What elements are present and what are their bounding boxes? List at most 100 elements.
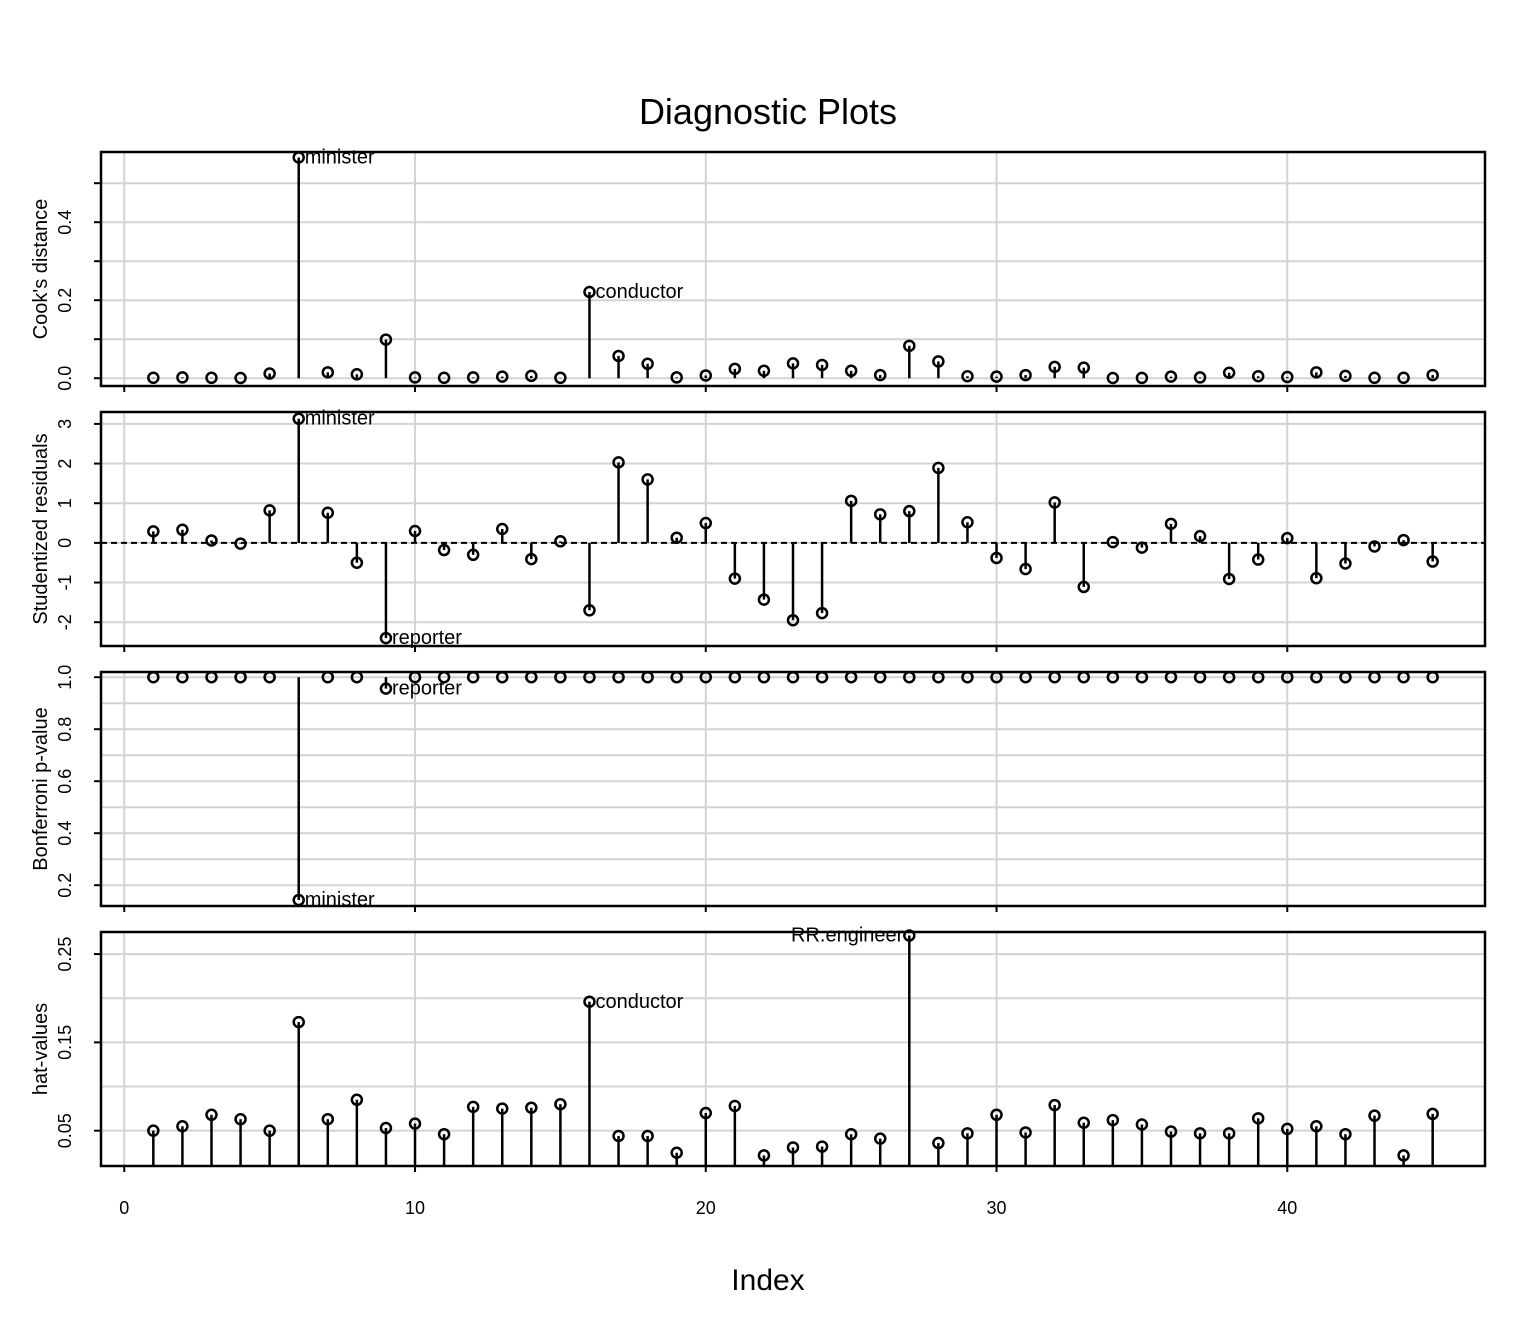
point-37	[1193, 371, 1207, 384]
point-18	[641, 473, 654, 486]
point-5	[263, 504, 276, 517]
point-36	[1164, 370, 1178, 383]
point-label-6: minister	[305, 146, 375, 168]
point-30	[990, 370, 1003, 383]
point-17	[612, 1129, 625, 1143]
point-43	[1368, 540, 1381, 553]
y-tick-label: 2	[55, 459, 75, 469]
point-3	[205, 371, 218, 385]
panel-frame	[99, 150, 1487, 388]
point-15	[554, 535, 567, 548]
point-43	[1368, 1109, 1381, 1122]
y-tick-label: 0.25	[55, 937, 75, 972]
point-36	[1164, 1125, 1178, 1138]
point-30	[990, 1108, 1003, 1122]
point-7	[321, 1112, 335, 1126]
point-11	[437, 371, 451, 385]
x-axis-ticks: 0 10 20 30 40	[119, 1198, 1297, 1218]
y-tick-label: 1	[55, 498, 75, 508]
point-33	[1077, 580, 1091, 594]
point-38	[1222, 1127, 1236, 1140]
y-tick-label: 1.0	[55, 665, 75, 690]
point-26	[873, 1132, 887, 1145]
point-34	[1106, 371, 1120, 385]
point-6	[292, 1015, 305, 1029]
point-40	[1281, 1122, 1294, 1136]
point-18	[641, 1129, 654, 1143]
point-30	[990, 551, 1003, 565]
point-4	[234, 537, 247, 550]
point-20	[699, 1106, 713, 1120]
point-8	[350, 556, 364, 569]
point-44	[1397, 1149, 1410, 1162]
point-12	[466, 548, 480, 562]
point-27	[903, 339, 916, 353]
point-28	[932, 1136, 945, 1150]
y-tick-label: -1	[55, 575, 75, 591]
point-39	[1251, 1112, 1265, 1125]
point-7	[321, 506, 335, 519]
point-27	[903, 929, 916, 942]
point-24	[815, 1140, 829, 1153]
point-17	[612, 456, 625, 469]
point-31	[1019, 368, 1032, 382]
point-9	[379, 333, 393, 346]
point-28	[932, 355, 945, 368]
point-22	[757, 1149, 771, 1162]
point-14	[525, 552, 538, 566]
point-45	[1426, 1107, 1439, 1121]
point-37	[1193, 529, 1207, 543]
point-15	[554, 371, 567, 385]
point-label-6: minister	[305, 889, 375, 911]
y-tick-label: 3	[55, 419, 75, 429]
x-tick-label: 0	[119, 1198, 129, 1218]
point-13	[495, 1102, 509, 1115]
point-15	[554, 1097, 567, 1111]
x-axis-label: Index	[731, 1264, 804, 1297]
point-16	[583, 285, 596, 299]
point-45	[1426, 555, 1439, 568]
point-label-16: conductor	[595, 281, 683, 303]
point-2	[176, 1120, 189, 1133]
y-axis-label: hat-values	[30, 1003, 52, 1095]
point-41	[1310, 571, 1323, 585]
y-tick-label: 0.2	[55, 873, 75, 898]
point-20	[699, 516, 713, 530]
point-37	[1193, 1127, 1207, 1140]
point-31	[1019, 1126, 1032, 1139]
point-3	[205, 534, 218, 547]
point-44	[1397, 533, 1410, 547]
point-23	[786, 613, 800, 627]
point-10	[408, 1117, 422, 1130]
point-23	[786, 1141, 800, 1154]
point-19	[670, 1146, 683, 1160]
point-33	[1077, 1116, 1091, 1129]
y-axis-label: Studentized residuals	[30, 433, 52, 624]
y-tick-label: 0.4	[55, 210, 75, 235]
point-19	[670, 371, 683, 384]
point-25	[844, 494, 858, 508]
point-38	[1222, 572, 1236, 586]
x-tick-label: 40	[1277, 1198, 1297, 1218]
point-26	[873, 368, 887, 382]
point-29	[961, 1127, 974, 1140]
point-18	[641, 357, 654, 371]
y-axis-label: Cook's distance	[30, 199, 52, 340]
point-16	[583, 604, 596, 617]
point-35	[1135, 371, 1149, 385]
panel-hat: 0.05 0.15 0.25 hat-values conductor RR.engine…	[30, 925, 1487, 1172]
point-22	[757, 593, 771, 606]
point-17	[612, 349, 625, 363]
point-26	[873, 508, 887, 521]
point-20	[699, 369, 713, 382]
point-14	[525, 1101, 538, 1114]
x-tick-label: 30	[987, 1198, 1007, 1218]
panel-frame	[99, 410, 1487, 648]
point-13	[495, 370, 509, 383]
y-tick-label: 0.8	[55, 717, 75, 742]
point-33	[1077, 361, 1091, 374]
